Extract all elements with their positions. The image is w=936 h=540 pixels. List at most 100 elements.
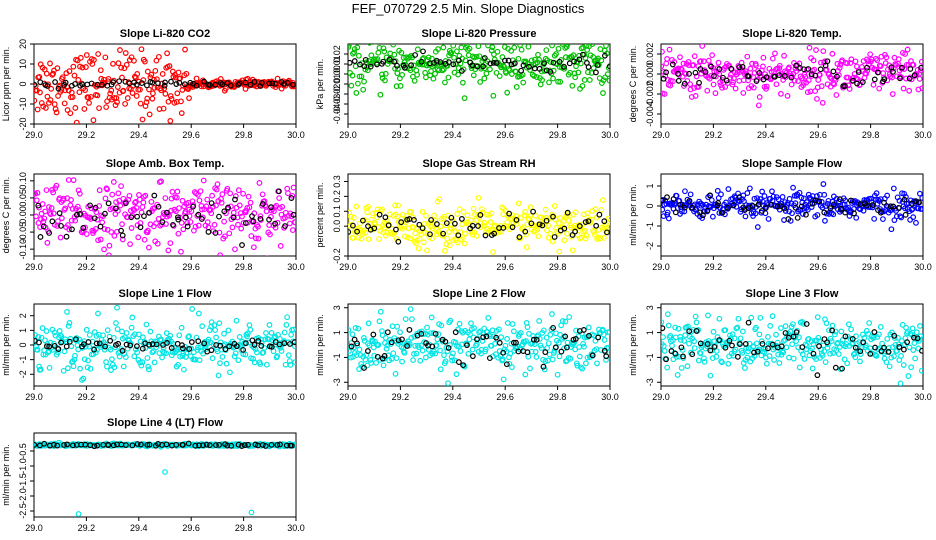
data-point (243, 207, 250, 214)
data-point (174, 90, 181, 97)
data-point-secondary (54, 442, 61, 449)
data-point (217, 360, 223, 367)
data-point-secondary (241, 442, 248, 449)
data-point (267, 231, 273, 238)
data-point (569, 82, 576, 89)
data-point (789, 210, 795, 217)
data-point (895, 341, 902, 348)
data-point (493, 69, 500, 76)
data-point (661, 213, 667, 220)
x-tick-label: 29.0 (339, 392, 357, 402)
x-tick-label: 29.4 (444, 392, 462, 402)
data-point (375, 49, 382, 56)
data-point (523, 244, 530, 251)
data-point (564, 230, 570, 237)
data-point (549, 311, 555, 317)
data-point-secondary (242, 340, 249, 347)
data-point (398, 49, 405, 56)
data-point (348, 339, 355, 346)
data-point (486, 333, 493, 340)
data-point-secondary (442, 338, 449, 345)
data-point (909, 325, 916, 332)
data-point (532, 348, 539, 355)
data-point (34, 346, 41, 353)
data-point-secondary (213, 442, 219, 449)
data-point (697, 58, 704, 65)
data-point (533, 354, 540, 360)
data-point (778, 325, 784, 331)
data-point (693, 319, 700, 326)
data-point-secondary (824, 339, 831, 346)
data-point (450, 350, 456, 357)
data-point-secondary (572, 336, 579, 342)
data-point-secondary (195, 211, 202, 218)
data-point-secondary (756, 70, 763, 76)
data-point (701, 358, 708, 365)
data-point (524, 324, 531, 331)
y-tick-label: -3 (645, 378, 655, 386)
data-point (918, 367, 923, 374)
data-point-secondary (235, 441, 242, 448)
data-point (496, 73, 503, 80)
data-point (815, 334, 822, 341)
data-point (179, 353, 186, 359)
panel-title: Slope Gas Stream RH (422, 158, 535, 170)
data-point (272, 84, 279, 90)
data-point (365, 203, 371, 210)
data-point-secondary (139, 345, 146, 352)
data-point (470, 205, 477, 212)
data-point-secondary (401, 64, 408, 71)
data-point (675, 325, 682, 332)
data-point (481, 219, 488, 226)
data-point-secondary (428, 217, 435, 223)
data-point (903, 194, 909, 200)
data-point-secondary (855, 69, 862, 75)
data-point (219, 353, 226, 360)
data-point (756, 94, 763, 100)
data-point (750, 84, 757, 91)
data-point-secondary (128, 214, 135, 221)
data-point-secondary (670, 196, 677, 202)
data-point (863, 70, 870, 77)
data-point (232, 246, 238, 253)
data-point (424, 324, 430, 331)
data-point (82, 87, 89, 94)
x-tick-label: 29.8 (862, 130, 880, 140)
data-point (715, 59, 722, 66)
data-point (753, 62, 759, 69)
x-tick-label: 29.8 (549, 392, 567, 402)
data-point (685, 59, 692, 65)
x-tick-label: 30.0 (601, 262, 619, 272)
data-point (348, 35, 353, 40)
data-point (468, 65, 475, 72)
data-point (420, 239, 427, 246)
data-point (268, 329, 275, 336)
data-point (150, 348, 157, 355)
data-point (871, 215, 878, 222)
data-point (47, 97, 54, 103)
data-point (119, 74, 125, 81)
data-point (489, 44, 496, 51)
data-point-secondary (661, 75, 667, 82)
data-point (795, 78, 801, 84)
data-point-secondary (262, 443, 269, 449)
data-point-secondary (906, 75, 913, 82)
data-point (683, 71, 689, 77)
data-point-secondary (520, 62, 527, 69)
data-point (682, 188, 688, 195)
data-point (706, 75, 713, 82)
data-point (536, 56, 543, 63)
data-point-secondary (522, 228, 529, 235)
data-point-secondary (179, 342, 185, 349)
data-point (771, 357, 777, 363)
data-point (104, 327, 111, 334)
data-point (580, 340, 587, 347)
data-point (793, 338, 800, 344)
data-point (547, 331, 554, 338)
data-point (591, 228, 597, 235)
data-point-secondary (348, 59, 353, 66)
data-point (667, 332, 674, 339)
data-point (475, 44, 482, 50)
data-point (826, 327, 832, 334)
data-point-secondary (664, 194, 670, 201)
